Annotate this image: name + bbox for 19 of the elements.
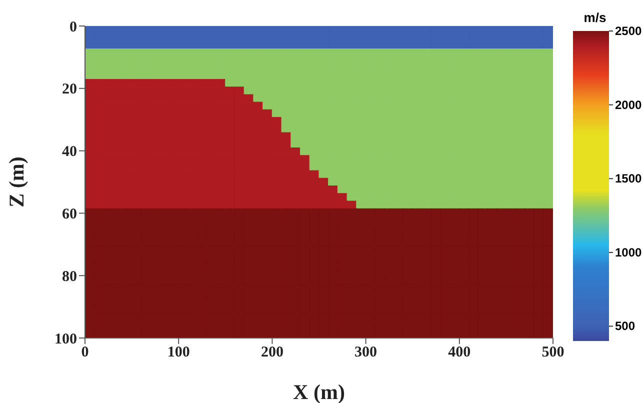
y-tick-label: 40 (62, 144, 77, 160)
y-axis-title: Z (m) (4, 156, 28, 208)
color-bar-label: 1000 (615, 245, 642, 260)
color-bar-label: 2500 (615, 24, 642, 38)
color-bar-label: 2000 (615, 98, 642, 112)
x-tick-label: 400 (448, 344, 471, 361)
x-tick-label: 500 (542, 344, 564, 361)
y-tick-label: 80 (62, 268, 77, 285)
x-tick-label: 100 (167, 344, 190, 361)
y-tick-label: 60 (62, 206, 77, 223)
x-tick-label: 200 (260, 344, 284, 361)
color-bar-label: 500 (615, 319, 636, 334)
y-tick-label: 20 (62, 82, 77, 98)
y-tick-label: 0 (70, 19, 77, 36)
x-tick-label: 0 (81, 344, 89, 361)
color-bar-title: m/s (584, 10, 606, 25)
y-tick-label: 100 (54, 331, 77, 348)
x-tick-label: 300 (354, 344, 378, 361)
color-bar-label: 1500 (615, 172, 642, 186)
